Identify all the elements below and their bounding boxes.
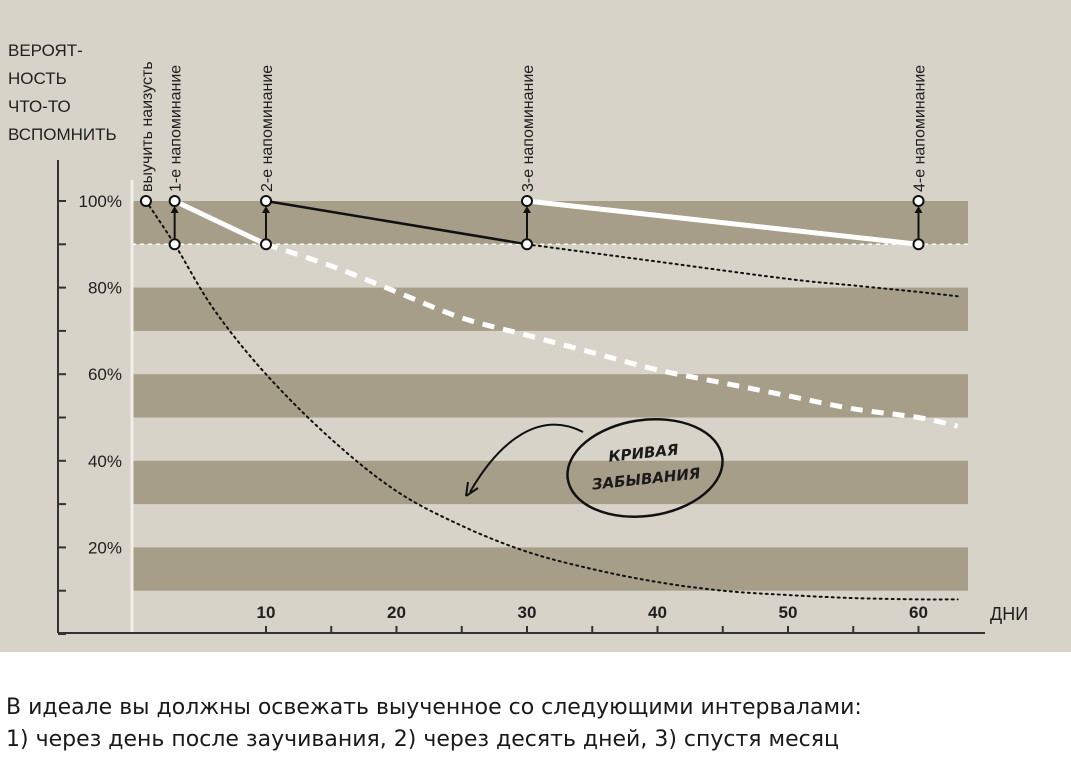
series-lines — [144, 198, 959, 601]
data-markers — [139, 195, 925, 251]
grid-band — [132, 374, 968, 418]
data-marker — [168, 195, 181, 207]
y-axis-label-line: ЧТО-ТО — [8, 97, 71, 116]
grid-bands — [130, 180, 968, 633]
grid-band — [132, 547, 968, 591]
series-after-1st-review — [172, 198, 269, 247]
series-forgetting-no-review — [144, 200, 959, 601]
annotation-arrowhead — [465, 481, 479, 497]
event-label: 3-е напоминание — [520, 65, 537, 192]
annotation-ellipse — [566, 417, 724, 519]
data-marker — [139, 195, 152, 207]
x-tick-label: 60 — [909, 603, 928, 622]
x-axis-label: ДНИ — [990, 604, 1028, 624]
annotation-arrow — [469, 423, 584, 493]
x-ticks: 10 20 30 40 50 60 — [257, 603, 928, 622]
x-tick-label: 20 — [387, 603, 406, 622]
event-label: 2-е напоминание — [259, 65, 276, 192]
data-marker — [912, 238, 925, 251]
y-axis-label-line: НОСТЬ — [8, 69, 67, 88]
y-tick-label: 80% — [88, 279, 122, 298]
x-tick-label: 50 — [779, 603, 798, 622]
y-ticks: 100% 80% 60% 40% 20% — [79, 192, 122, 557]
x-tick-label: 40 — [648, 603, 667, 622]
event-label: выучить наизусть — [139, 61, 156, 192]
data-marker — [521, 238, 533, 251]
axes — [57, 160, 985, 635]
event-labels: выучить наизусть 1-е напоминание 2-е напом… — [139, 61, 929, 239]
x-tick-label: 30 — [518, 603, 537, 622]
data-marker — [260, 195, 272, 207]
caption-line-1: В идеале вы должны освежать выученное со… — [6, 695, 862, 720]
y-tick-label: 40% — [88, 452, 122, 471]
data-marker — [521, 195, 533, 207]
reminder-arrowhead — [523, 206, 531, 213]
y-axis-label: ВЕРОЯТ- НОСТЬ ЧТО-ТО ВСПОМНИТЬ — [8, 41, 117, 144]
series-after-2nd-review — [264, 199, 529, 246]
series-after-2nd-review-decay — [526, 243, 959, 298]
y-tick-label: 20% — [88, 538, 122, 557]
grid-band — [132, 287, 968, 331]
y-axis-label-line: ВЕРОЯТ- — [8, 41, 83, 60]
event-label: 4-е напоминание — [912, 65, 929, 192]
caption: В идеале вы должны освежать выученное со… — [6, 692, 1066, 756]
y-tick-label: 60% — [88, 365, 122, 384]
y-tick-label: 100% — [79, 192, 122, 211]
reminder-arrowhead — [262, 206, 270, 213]
data-marker — [912, 195, 925, 207]
reminder-arrowhead — [914, 206, 923, 213]
data-marker — [168, 238, 181, 251]
series-after-1st-review-decay — [265, 241, 959, 429]
grid-band — [132, 201, 968, 245]
y-axis-label-line: ВСПОМНИТЬ — [8, 125, 117, 144]
x-tick-label: 10 — [257, 603, 276, 622]
grid-band — [132, 460, 968, 505]
series-after-3rd-review — [524, 198, 921, 247]
data-marker — [260, 238, 272, 251]
event-label: 1-е напоминание — [168, 65, 185, 192]
reminder-arrowhead — [170, 206, 179, 213]
caption-line-2: 1) через день после заучивания, 2) через… — [6, 727, 839, 752]
